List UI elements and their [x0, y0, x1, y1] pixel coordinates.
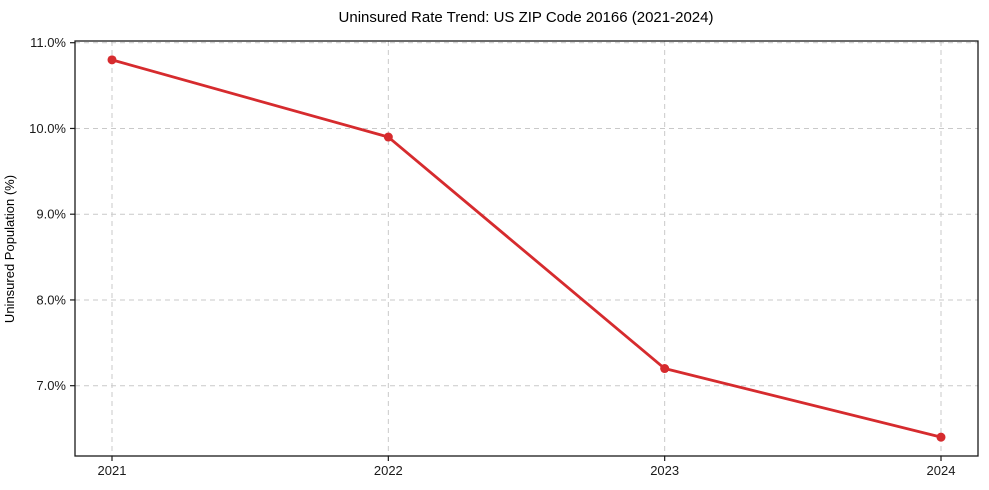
x-tick-label: 2021: [98, 463, 127, 478]
data-point-2024: [936, 432, 946, 442]
chart-title: Uninsured Rate Trend: US ZIP Code 20166 …: [339, 9, 714, 26]
x-tick-label: 2023: [650, 463, 679, 478]
x-tick-label: 2024: [927, 463, 956, 478]
y-tick-label: 11.0%: [30, 35, 66, 50]
y-tick-label: 10.0%: [29, 121, 66, 136]
y-tick-label: 9.0%: [36, 207, 66, 222]
y-axis-label: Uninsured Population (%): [2, 175, 17, 323]
y-tick-label: 7.0%: [36, 378, 66, 393]
data-point-2022: [383, 132, 393, 142]
data-point-2021: [107, 55, 117, 65]
trend-line: [110, 58, 943, 439]
plot-area: 7.0% 8.0% 9.0% 10.0% 11.0% 2021 2022 2023 2024: [29, 35, 979, 478]
data-point-2023: [660, 364, 670, 374]
plot-border: [74, 40, 979, 457]
x-tick-label: 2022: [374, 463, 403, 478]
y-tick-label: 8.0%: [36, 292, 66, 307]
